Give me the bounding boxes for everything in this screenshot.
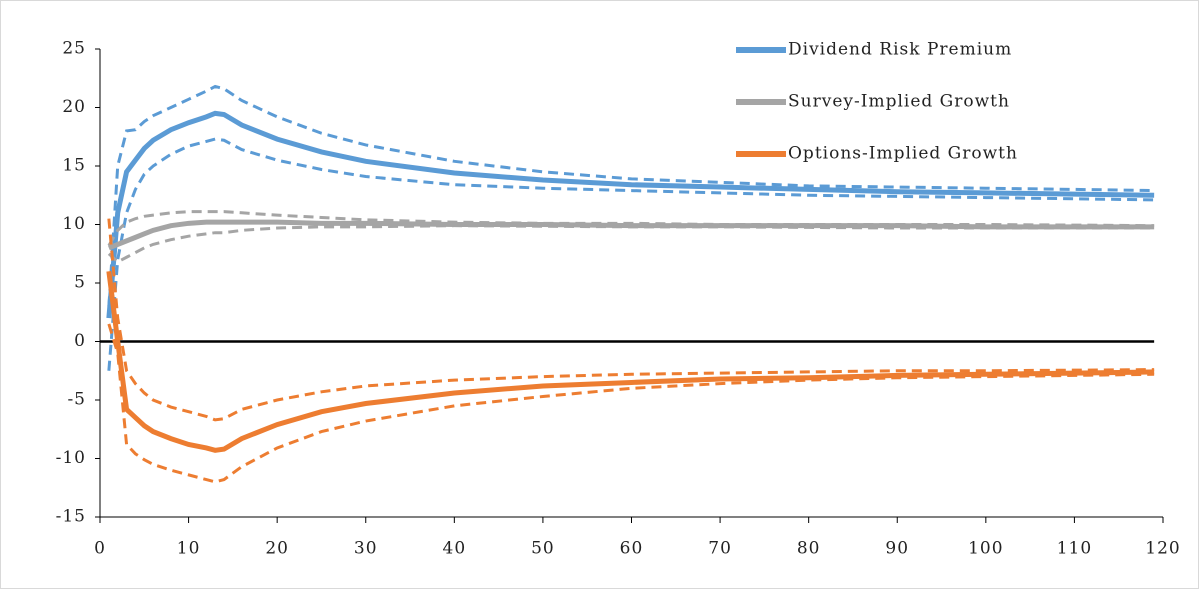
y-tick-label: 25 xyxy=(62,39,86,59)
legend-label: Dividend Risk Premium xyxy=(788,40,1012,60)
series-line xyxy=(106,110,1155,319)
band-line xyxy=(107,84,1155,307)
x-tick-label: 20 xyxy=(265,539,289,559)
series-line xyxy=(106,270,1155,453)
y-tick-label: 5 xyxy=(74,273,86,293)
x-tick-label: 50 xyxy=(531,539,555,559)
y-tick-label: -5 xyxy=(67,390,86,410)
x-tick-label: 70 xyxy=(708,539,732,559)
band-line xyxy=(107,218,1155,422)
y-tick-label: 10 xyxy=(62,214,86,234)
y-tick-label: -10 xyxy=(56,448,86,468)
x-tick-label: 30 xyxy=(354,539,378,559)
x-tick-label: 10 xyxy=(177,539,201,559)
x-tick-label: 120 xyxy=(1145,539,1180,559)
legend-label: Survey-Implied Growth xyxy=(788,92,1010,112)
y-tick-label: 15 xyxy=(62,156,86,176)
legend-label: Options-Implied Growth xyxy=(788,144,1018,164)
x-tick-label: 90 xyxy=(885,539,909,559)
y-tick-label: 0 xyxy=(74,331,86,351)
x-tick-label: 110 xyxy=(1057,539,1092,559)
x-tick-label: 80 xyxy=(797,539,821,559)
y-tick-label: -15 xyxy=(56,507,86,527)
x-tick-label: 100 xyxy=(968,539,1003,559)
x-tick-label: 40 xyxy=(443,539,467,559)
y-tick-label: 20 xyxy=(62,97,86,117)
x-tick-label: 60 xyxy=(620,539,644,559)
band-line xyxy=(107,137,1155,371)
series-line xyxy=(107,219,1155,251)
x-tick-label: 0 xyxy=(94,539,106,559)
